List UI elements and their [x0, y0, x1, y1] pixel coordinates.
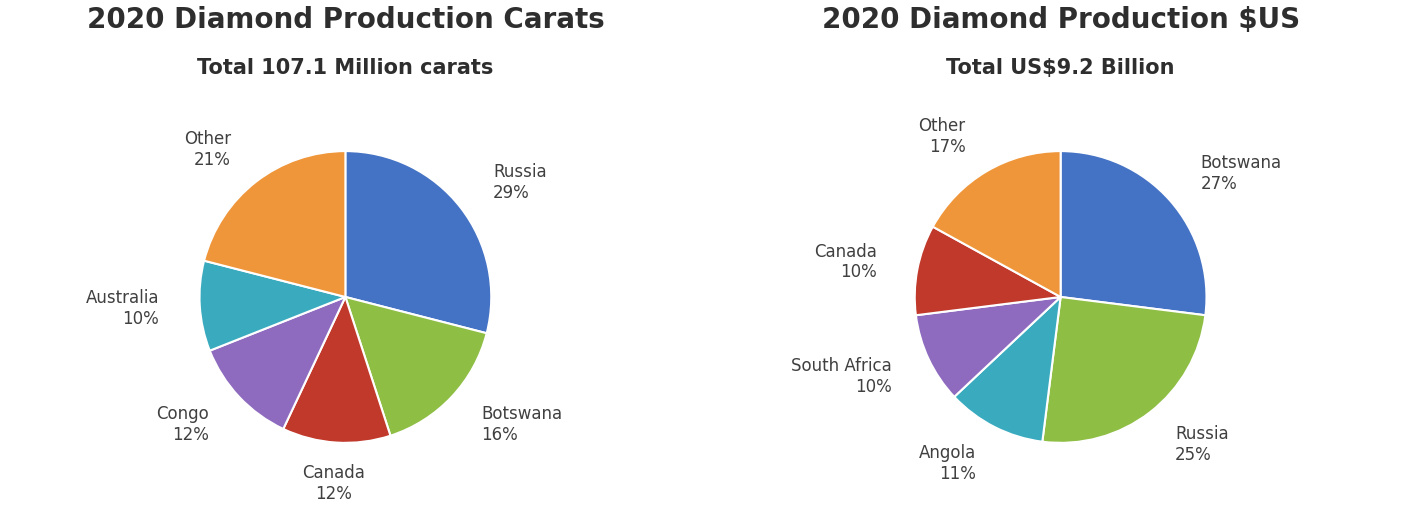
Text: Canada
12%: Canada 12% [302, 464, 366, 503]
Text: 2020 Diamond Production Carats: 2020 Diamond Production Carats [87, 6, 605, 34]
Text: Canada
10%: Canada 10% [814, 243, 877, 281]
Text: South Africa
10%: South Africa 10% [792, 357, 891, 396]
Text: Angola
11%: Angola 11% [918, 444, 976, 483]
Text: Australia
10%: Australia 10% [86, 289, 159, 328]
Wedge shape [283, 297, 391, 443]
Text: Congo
12%: Congo 12% [156, 405, 209, 444]
Text: Russia
29%: Russia 29% [494, 163, 547, 202]
Wedge shape [209, 297, 346, 429]
Text: Botswana
16%: Botswana 16% [481, 405, 562, 444]
Wedge shape [955, 297, 1060, 442]
Wedge shape [932, 151, 1060, 297]
Wedge shape [1060, 151, 1206, 315]
Text: Total 107.1 Million carats: Total 107.1 Million carats [197, 58, 494, 78]
Text: Russia
25%: Russia 25% [1175, 425, 1229, 464]
Wedge shape [200, 260, 346, 351]
Wedge shape [346, 151, 491, 333]
Wedge shape [1042, 297, 1205, 443]
Wedge shape [346, 297, 486, 436]
Text: 2020 Diamond Production $US: 2020 Diamond Production $US [821, 6, 1299, 34]
Text: Other
21%: Other 21% [184, 130, 231, 169]
Wedge shape [915, 297, 1060, 397]
Wedge shape [204, 151, 346, 297]
Wedge shape [915, 227, 1060, 315]
Text: Total US$9.2 Billion: Total US$9.2 Billion [946, 58, 1175, 78]
Text: Other
17%: Other 17% [918, 117, 966, 156]
Text: Botswana
27%: Botswana 27% [1201, 154, 1282, 193]
